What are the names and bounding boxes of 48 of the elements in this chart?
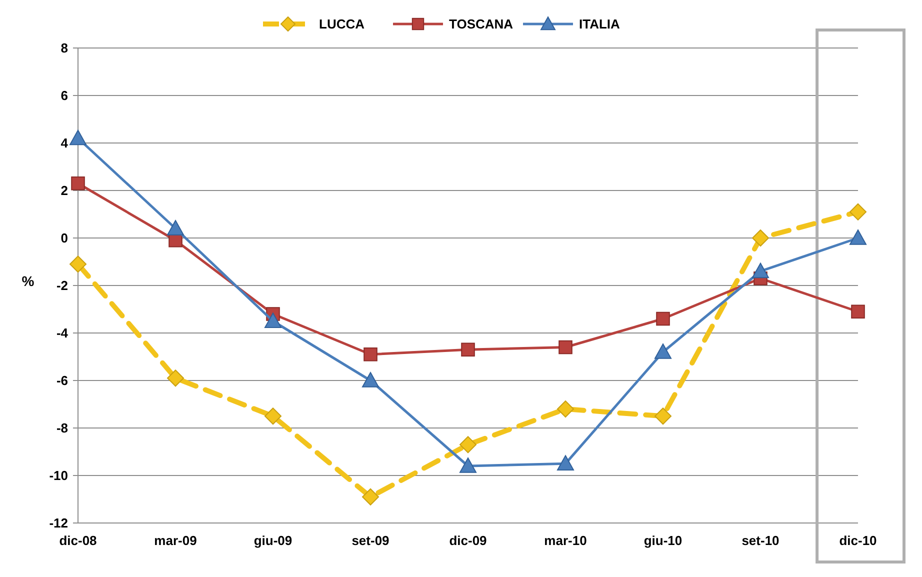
y-tick-label: 2	[60, 183, 68, 198]
point	[70, 256, 86, 273]
y-tick-label: -12	[49, 516, 68, 531]
y-tick-label: -8	[56, 420, 68, 436]
point	[71, 176, 85, 190]
y-tick-label: -2	[56, 278, 68, 294]
x-tick-label: set-09	[352, 533, 390, 548]
point	[850, 230, 866, 245]
x-tick-label: giu-10	[644, 533, 682, 548]
point	[362, 488, 379, 506]
point	[167, 370, 184, 387]
y-tick-label: -10	[49, 468, 68, 484]
point	[656, 312, 670, 326]
point	[654, 408, 672, 425]
point	[654, 344, 672, 359]
point	[362, 372, 379, 388]
y-axis-title: %	[22, 273, 35, 289]
point	[460, 436, 476, 454]
point	[850, 203, 866, 220]
y-tick-label: -4	[56, 326, 69, 341]
x-tick-label: set-10	[742, 533, 780, 548]
point	[752, 262, 769, 278]
legend-label: TOSCANA	[449, 16, 514, 32]
point	[460, 458, 476, 473]
y-tick-label: 4	[60, 136, 69, 151]
point	[264, 312, 282, 328]
legend-label: LUCCA	[319, 16, 366, 32]
point	[364, 347, 378, 362]
point	[167, 220, 184, 236]
y-tick-label: -6	[56, 373, 68, 388]
point	[264, 408, 282, 425]
x-tick-label: mar-09	[154, 533, 197, 548]
y-tick-label: 0	[60, 230, 68, 246]
y-tick-label: 6	[60, 88, 68, 104]
point	[851, 304, 865, 319]
point	[557, 455, 574, 471]
point	[70, 130, 86, 146]
point	[461, 342, 475, 357]
point	[557, 400, 574, 418]
x-tick-label: dic-10	[839, 533, 877, 548]
point	[752, 230, 769, 246]
x-tick-label: giu-09	[254, 533, 292, 548]
y-tick-label: 8	[60, 40, 68, 56]
x-tick-label: dic-09	[449, 533, 487, 548]
x-tick-label: mar-10	[544, 533, 587, 548]
point	[558, 340, 572, 354]
legend-label: ITALIA	[579, 16, 621, 32]
x-tick-label: dic-08	[59, 533, 97, 548]
